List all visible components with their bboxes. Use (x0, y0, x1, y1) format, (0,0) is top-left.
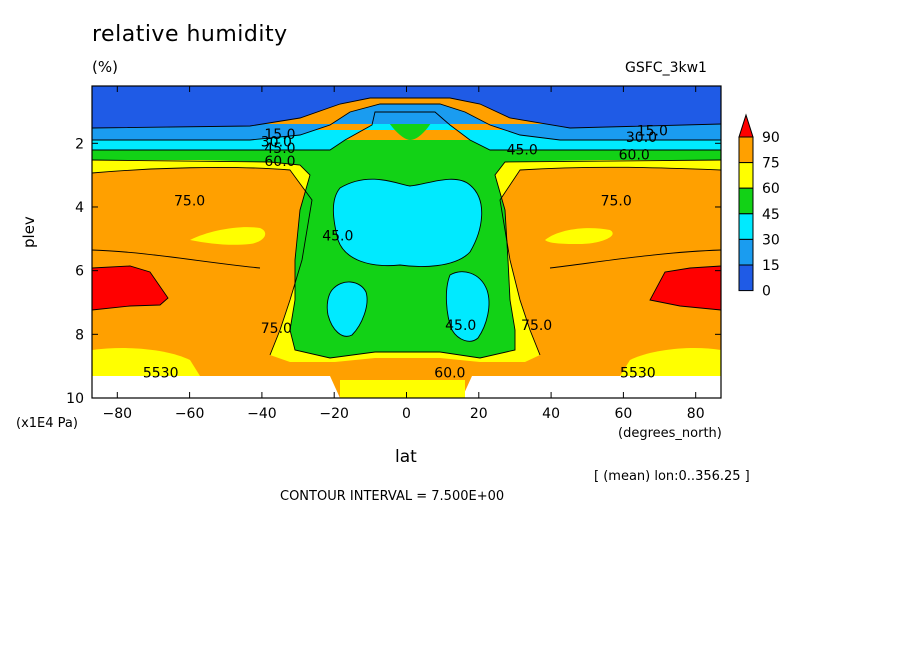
colorbar-label: 30 (762, 232, 780, 248)
masked-ground-right (462, 376, 721, 398)
fill-30-45-top (92, 112, 721, 150)
y-tick-label: 4 (75, 200, 84, 216)
colorbar-label: 75 (762, 156, 780, 172)
colorbar-label: 90 (762, 130, 780, 146)
y-tick-label: 8 (75, 327, 84, 343)
contour-60 (91, 159, 722, 359)
contour-label: 75.0 (261, 321, 292, 337)
contour-label: 45.0 (264, 141, 295, 157)
contour-label: 5530 (143, 366, 179, 382)
contour-45-center (332, 178, 483, 267)
y-tick-label: 2 (75, 136, 84, 152)
colorbar-label: 15 (762, 258, 780, 274)
mean-note: [ (mean) lon:0..356.25 ] (594, 469, 750, 484)
contour-label: 30.0 (261, 135, 292, 151)
contour-45-top (92, 111, 721, 151)
contour-label: 75.0 (521, 318, 552, 334)
colorbar-label: 60 (762, 181, 780, 197)
contour-45-right (445, 271, 490, 342)
fill-90-left (92, 266, 168, 310)
y-tick-label: 6 (75, 264, 84, 280)
contour-label: 75.0 (174, 194, 205, 210)
y-axis-units: (x1E4 Pa) (16, 416, 78, 431)
y-axis-ticks: 2 4 6 8 10 (66, 136, 721, 407)
colorbar-swatch (738, 187, 754, 215)
x-axis-label: lat (395, 447, 417, 467)
contour-label: 15.0 (264, 127, 295, 143)
x-tick-label: 60 (614, 406, 632, 422)
fill-60-75-pocket-left (190, 227, 266, 245)
contour-30 (92, 103, 721, 141)
fill-15-30 (92, 104, 721, 140)
model-name: GSFC_3kw1 (625, 60, 707, 76)
contour-label: 75.0 (601, 194, 632, 210)
contour-labels: 15.030.045.060.075.045.075.0 45.060.075.0… (143, 124, 668, 382)
fill-60-75-ground-gap (340, 380, 465, 398)
colorbar-swatch (738, 264, 754, 292)
plot-area (91, 85, 722, 399)
x-tick-label: −80 (103, 406, 133, 422)
colorbar-swatch (738, 213, 754, 240)
contour-label: 15.0 (637, 124, 668, 140)
contour-interval-note: CONTOUR INTERVAL = 7.500E+00 (280, 489, 505, 504)
contour-90-right (649, 265, 722, 311)
fill-60-75-bottom-right (620, 348, 721, 376)
fill-30-45-center (333, 179, 482, 267)
contour-15 (91, 97, 722, 129)
contour-90-left (91, 265, 169, 311)
x-tick-label: 40 (542, 406, 560, 422)
fill-60-75-pocket-right (545, 228, 613, 244)
colorbar: 90 75 60 45 30 15 0 (738, 113, 780, 300)
x-tick-label: −60 (175, 406, 205, 422)
colorbar-swatch (738, 162, 754, 189)
contour-82 (91, 249, 722, 269)
x-tick-label: −20 (319, 406, 349, 422)
chart-units: (%) (92, 58, 118, 76)
x-tick-label: 80 (687, 406, 705, 422)
contour-label: 30.0 (626, 130, 657, 146)
x-axis-units: (degrees_north) (618, 426, 722, 441)
contour-45-left (326, 281, 368, 337)
contour-lines (91, 97, 722, 359)
x-axis-ticks: −80 −60 −40 −20 0 20 40 60 80 (103, 86, 705, 422)
contour-label: 45.0 (322, 229, 353, 245)
colorbar-label: 45 (762, 207, 780, 223)
contour-label: 60.0 (264, 154, 295, 170)
x-tick-label: 20 (470, 406, 488, 422)
fill-60-75-bottom-left (92, 348, 200, 376)
contour-label: 60.0 (619, 147, 650, 163)
colorbar-swatch (738, 136, 754, 164)
contour-label: 45.0 (507, 143, 538, 159)
colorbar-label: 0 (762, 284, 771, 300)
fill-30-45-left (327, 281, 368, 337)
fill-90-right (650, 266, 721, 310)
masked-ground-left (92, 376, 340, 398)
colorbar-arrow (738, 113, 754, 138)
x-tick-label: −40 (247, 406, 277, 422)
chart-title: relative humidity (92, 22, 288, 47)
y-tick-label: 10 (66, 391, 84, 407)
contour-label: 60.0 (434, 366, 465, 382)
contour-label: 5530 (620, 366, 656, 382)
colorbar-swatch (738, 238, 754, 266)
contour-75 (91, 166, 722, 356)
fill-30-45-right (446, 271, 489, 342)
contour-label: 45.0 (445, 318, 476, 334)
fill-0-15 (92, 86, 721, 128)
x-tick-label: 0 (402, 406, 411, 422)
